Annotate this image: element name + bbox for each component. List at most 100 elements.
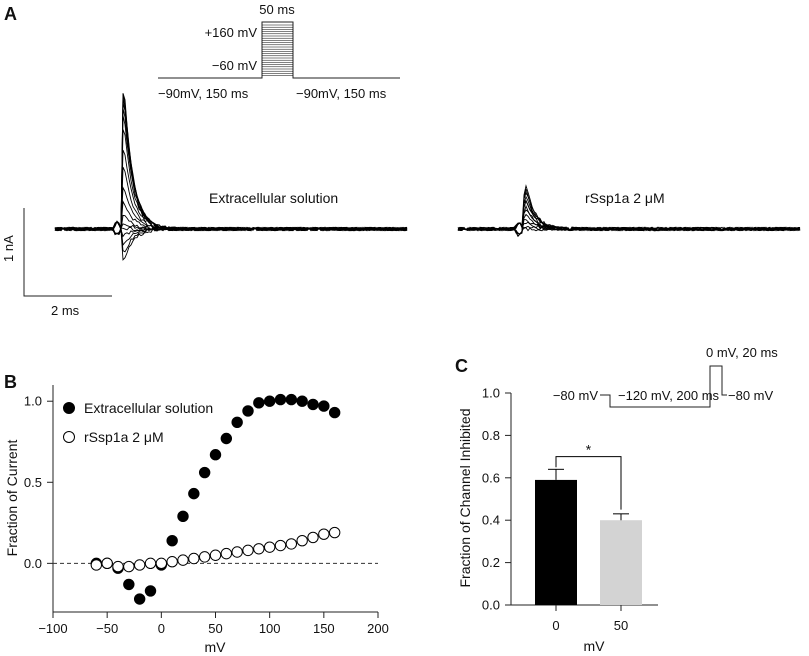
iv-point <box>307 398 319 411</box>
iv-y-tick-label: 1.0 <box>24 394 42 409</box>
iv-legend: Extracellular solution rSsp1a 2 μM <box>63 400 213 445</box>
protocol-c-test: 0 mV, 20 ms <box>706 345 778 360</box>
protocol-waveform <box>158 21 400 79</box>
current-trace <box>457 204 801 232</box>
iv-point <box>155 557 168 570</box>
condition-label-control: Extracellular solution <box>209 190 338 206</box>
panel-c-protocol: −80 mV −120 mV, 200 ms 0 mV, 20 ms −80 m… <box>553 345 778 408</box>
current-trace <box>54 226 408 236</box>
iv-point <box>318 400 330 412</box>
current-trace <box>54 93 407 232</box>
protocol-post-label: −90mV, 150 ms <box>296 86 387 101</box>
iv-point <box>144 585 157 597</box>
current-traces-rssp1a <box>457 184 801 238</box>
scale-bar: 1 nA 2 ms <box>1 208 112 318</box>
protocol-pre-label: −90mV, 150 ms <box>158 86 249 101</box>
panel-a-protocol: 50 ms +160 mV −60 mV −90mV, 150 ms −90mV… <box>158 2 400 101</box>
iv-point <box>198 551 211 563</box>
iv-point <box>166 556 178 568</box>
panel-a-label: A <box>4 4 17 24</box>
bar-50mv <box>600 520 642 605</box>
significance-bracket: * <box>555 442 622 510</box>
iv-series <box>90 393 341 605</box>
protocol-step-lines <box>262 24 293 76</box>
iv-x-tick-label: 0 <box>158 621 165 636</box>
series-control <box>90 393 341 605</box>
legend-marker-rssp1a <box>63 431 75 443</box>
iv-point <box>253 543 265 555</box>
iv-point <box>263 395 276 407</box>
iv-point <box>209 549 222 561</box>
panel-b-label: B <box>4 372 17 392</box>
inhibition-y-tick-label: 0.6 <box>482 470 500 485</box>
iv-point <box>285 393 298 406</box>
iv-point <box>231 546 243 558</box>
iv-point <box>101 557 113 570</box>
inhibition-x-axis-label: mV <box>584 638 606 654</box>
iv-x-tick-label: 100 <box>259 621 281 636</box>
inhibition-y-tick-label: 1.0 <box>482 386 500 401</box>
iv-point <box>123 560 135 573</box>
iv-point <box>220 432 233 445</box>
iv-point <box>274 393 287 406</box>
current-trace <box>54 220 408 261</box>
iv-point <box>318 528 330 540</box>
current-trace <box>54 115 408 236</box>
current-trace <box>54 102 408 234</box>
iv-point <box>198 466 211 479</box>
iv-chart: −100 −50 0 50 100 150 200 0.0 0.5 1.0 mV Fractio… <box>4 385 389 655</box>
significance-line <box>555 456 622 510</box>
current-trace <box>54 220 408 247</box>
protocol-c-hold-left: −80 mV <box>553 388 598 403</box>
series-rssp1a <box>90 526 341 573</box>
panel-c-label: C <box>455 356 468 376</box>
iv-x-tick-label: 200 <box>367 621 389 636</box>
iv-point <box>133 559 146 571</box>
current-trace <box>457 222 801 232</box>
iv-point <box>177 554 189 566</box>
inhibition-y-tick-label: 0.2 <box>482 555 500 570</box>
iv-x-ticks: −100 −50 0 50 100 150 200 <box>38 612 389 636</box>
significance-mark: * <box>586 442 592 458</box>
iv-point <box>144 557 157 570</box>
iv-point <box>209 449 222 461</box>
current-trace <box>54 108 408 232</box>
iv-y-ticks: 0.0 0.5 1.0 <box>24 394 53 571</box>
condition-label-rssp1a: rSsp1a 2 μM <box>585 190 665 206</box>
legend-label-control: Extracellular solution <box>84 400 213 416</box>
iv-point <box>263 541 276 553</box>
protocol-c-prepulse: −120 mV, 200 ms <box>618 388 720 403</box>
iv-x-tick-label: −100 <box>38 621 67 636</box>
iv-point <box>166 534 178 547</box>
iv-x-axis-label: mV <box>205 639 227 655</box>
current-trace <box>54 129 408 232</box>
iv-point <box>285 538 298 550</box>
current-trace <box>54 214 408 235</box>
iv-point <box>296 395 308 407</box>
iv-point <box>242 405 254 417</box>
iv-point <box>328 406 341 419</box>
iv-point <box>188 487 200 500</box>
iv-point <box>188 552 200 565</box>
current-trace <box>54 97 408 232</box>
inhibition-x-tick-label: 0 <box>552 618 559 633</box>
inhibition-y-tick-label: 0.8 <box>482 428 500 443</box>
scale-time-label: 2 ms <box>51 303 80 318</box>
inhibition-x-tick-label: 50 <box>614 618 628 633</box>
protocol-vlow-label: −60 mV <box>212 58 257 73</box>
iv-point <box>328 526 341 539</box>
inhibition-y-tick-label: 0.4 <box>482 513 500 528</box>
iv-point <box>220 547 233 560</box>
iv-point <box>296 534 308 547</box>
inhibition-x-ticks: 0 50 <box>552 605 628 633</box>
iv-point <box>133 593 146 605</box>
iv-x-tick-label: 150 <box>313 621 335 636</box>
iv-point <box>123 578 135 591</box>
legend-label-rssp1a: rSsp1a 2 μM <box>84 429 164 445</box>
current-trace <box>457 219 801 235</box>
iv-axes <box>52 385 378 613</box>
protocol-duration-label: 50 ms <box>259 2 295 17</box>
iv-point <box>90 559 103 571</box>
scale-current-label: 1 nA <box>1 235 16 262</box>
iv-point <box>307 531 319 544</box>
